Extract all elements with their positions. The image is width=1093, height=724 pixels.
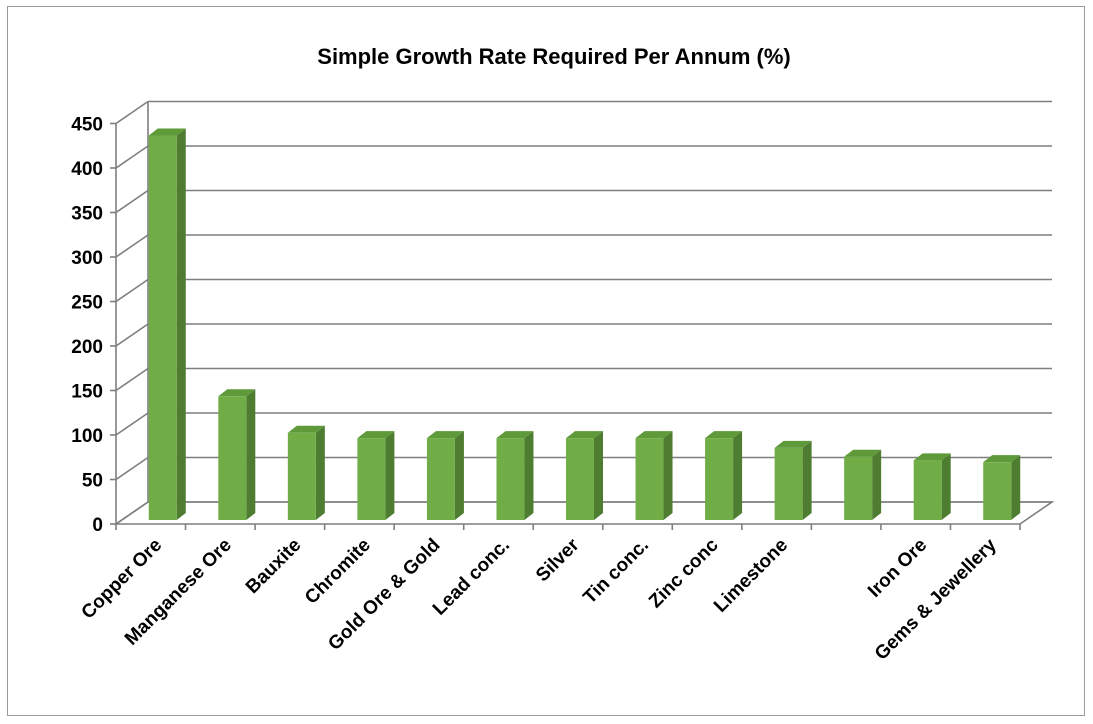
bar xyxy=(705,431,743,520)
x-category-label: Bauxite xyxy=(242,535,305,598)
bar-front xyxy=(844,456,873,520)
gridline-side xyxy=(115,189,149,214)
y-tick-label: 150 xyxy=(71,382,103,403)
gridline-side xyxy=(115,145,149,169)
bar-side xyxy=(941,453,951,520)
bar-top xyxy=(913,453,951,461)
y-tick-label: 200 xyxy=(71,337,103,358)
bar-top xyxy=(357,431,395,439)
bar-top xyxy=(844,449,882,457)
bar-side xyxy=(594,431,603,520)
bar-front xyxy=(357,438,386,520)
y-tick-label: 100 xyxy=(71,426,103,447)
bar xyxy=(218,389,256,520)
bar xyxy=(357,431,395,520)
bar-side xyxy=(802,440,812,520)
x-category-label: Gems & Jewellery xyxy=(871,534,1001,664)
x-category-label: Tin conc. xyxy=(579,535,653,609)
chart-container: Simple Growth Rate Required Per Annum (%… xyxy=(7,6,1085,716)
y-tick-label: 350 xyxy=(71,204,103,225)
bar-front xyxy=(426,438,455,520)
bar-side xyxy=(385,431,395,520)
x-category-label: Iron Ore xyxy=(864,535,931,602)
bar-side xyxy=(176,128,186,520)
bar-top xyxy=(287,425,325,433)
chart-title: Simple Growth Rate Required Per Annum (%… xyxy=(317,44,790,69)
bar-top xyxy=(983,455,1021,463)
bar-side xyxy=(246,389,256,520)
bar-front xyxy=(913,460,942,520)
gridline-side xyxy=(115,278,149,303)
bar-front xyxy=(635,438,664,520)
bar-side xyxy=(1011,455,1021,520)
bars xyxy=(148,128,1021,520)
bar-side xyxy=(872,449,882,520)
y-tick-label: 400 xyxy=(71,159,103,180)
bar-top xyxy=(148,128,186,136)
gridline-side xyxy=(115,412,149,436)
bar xyxy=(774,440,812,520)
bar xyxy=(426,431,464,520)
bar xyxy=(566,431,603,520)
x-category-label: Silver xyxy=(532,534,584,586)
bar-front xyxy=(983,462,1012,520)
y-axis-ticks: 0 50 100 150 200 250 300 350 400 450 xyxy=(71,115,116,536)
gridline-side xyxy=(115,323,149,347)
bar-front xyxy=(148,135,177,520)
bar-side xyxy=(733,431,743,520)
bar-top xyxy=(635,431,673,439)
y-tick-label: 250 xyxy=(71,293,103,314)
x-category-label: Limestone xyxy=(710,535,792,617)
bar xyxy=(635,431,673,520)
y-tick-label: 300 xyxy=(71,248,103,269)
bar-front xyxy=(774,447,803,520)
gridline-side xyxy=(115,456,149,481)
gridline-side xyxy=(115,100,149,125)
bar-front xyxy=(566,438,594,520)
bar-side xyxy=(524,431,534,520)
gridline-side xyxy=(115,234,149,258)
bar-side xyxy=(315,425,325,520)
gridline-side xyxy=(115,367,149,392)
axes xyxy=(113,101,1055,530)
bar-top xyxy=(705,431,743,439)
bar-top xyxy=(566,431,603,439)
bar xyxy=(287,425,325,520)
y-tick-label: 0 xyxy=(92,515,103,536)
bar xyxy=(148,128,186,520)
bar xyxy=(913,453,951,520)
bar-side xyxy=(454,431,464,520)
bar-top xyxy=(426,431,464,439)
bar xyxy=(983,455,1021,520)
bar-top xyxy=(218,389,256,397)
bar-chart: Simple Growth Rate Required Per Annum (%… xyxy=(71,44,1055,665)
y-tick-label: 50 xyxy=(82,471,103,492)
x-axis-floor xyxy=(113,501,1055,525)
bar xyxy=(844,449,882,520)
bar-front xyxy=(496,438,525,520)
bar-front xyxy=(287,432,316,520)
y-tick-label: 450 xyxy=(71,115,103,136)
bar-top xyxy=(496,431,534,439)
x-category-label: Chromite xyxy=(301,535,375,609)
bar-front xyxy=(705,438,734,520)
bar-front xyxy=(218,396,247,520)
bar-side xyxy=(663,431,673,520)
bar-top xyxy=(774,440,812,448)
bar xyxy=(496,431,534,520)
